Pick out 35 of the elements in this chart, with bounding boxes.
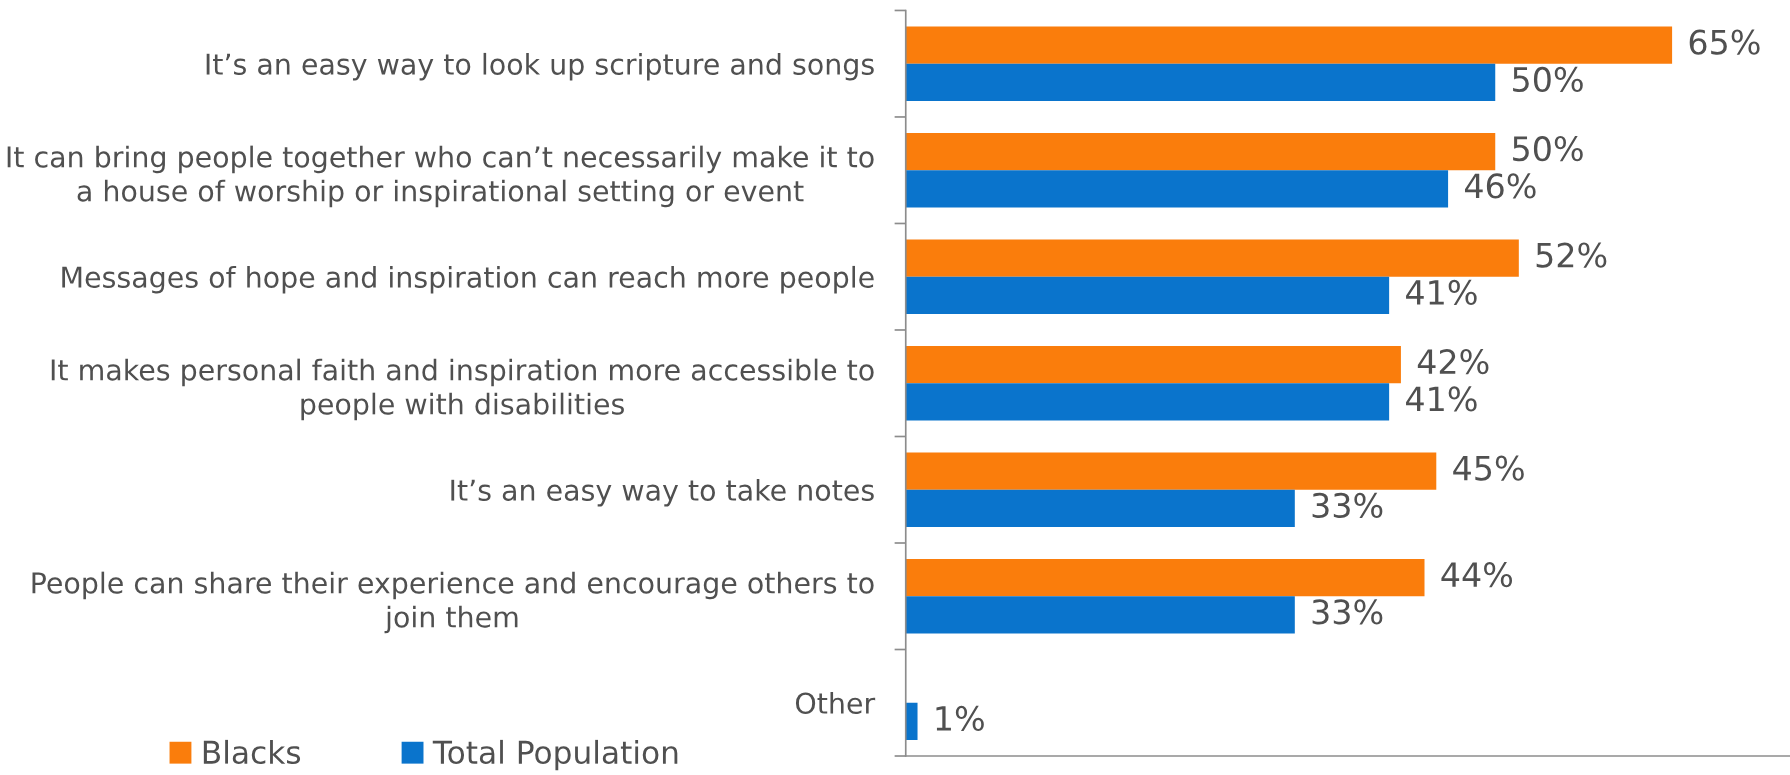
bar xyxy=(905,132,1496,171)
data-label: 50% xyxy=(1513,136,1583,162)
legend-label: Blacks xyxy=(203,739,301,765)
legend-label: Total Population xyxy=(432,739,678,771)
data-label: 33% xyxy=(1312,492,1383,519)
bar xyxy=(905,345,1401,384)
data-label: 44% xyxy=(1441,562,1513,588)
data-label: 41% xyxy=(1406,386,1477,412)
data-label: 42% xyxy=(1417,349,1489,375)
bar xyxy=(905,452,1437,490)
data-label: 1% xyxy=(936,705,984,732)
data-label: 52% xyxy=(1536,242,1607,268)
y-tick-label: Other xyxy=(795,691,876,714)
y-tick-label: It’s an easy way to look up scripture and songs xyxy=(206,52,874,81)
data-label: 33% xyxy=(1312,599,1383,625)
bar xyxy=(905,702,918,741)
bar xyxy=(905,596,1295,634)
bar xyxy=(905,63,1496,101)
bar xyxy=(905,489,1295,528)
y-tick-label: Messages of hope and inspiration can reach more people xyxy=(62,265,874,294)
data-label: 46% xyxy=(1464,173,1536,199)
bar xyxy=(905,558,1425,597)
bar xyxy=(905,276,1390,315)
bar xyxy=(905,170,1449,208)
y-tick-label: It can bring people together who can’t necessarily make it to a house of worship or inspirational setting or event xyxy=(7,145,874,208)
y-tick-label: It makes personal faith and inspiration more accessible to people with disabilities xyxy=(51,358,874,421)
bar xyxy=(905,383,1390,421)
bar xyxy=(905,239,1519,277)
y-tick-label: It’s an easy way to take notes xyxy=(451,478,874,507)
bar xyxy=(905,26,1673,64)
data-label: 41% xyxy=(1406,279,1477,306)
y-tick-label: People can share their experience and encourage others to join them xyxy=(32,571,874,634)
data-label: 65% xyxy=(1689,29,1760,55)
data-label: 45% xyxy=(1453,455,1524,481)
data-label: 50% xyxy=(1513,66,1583,93)
